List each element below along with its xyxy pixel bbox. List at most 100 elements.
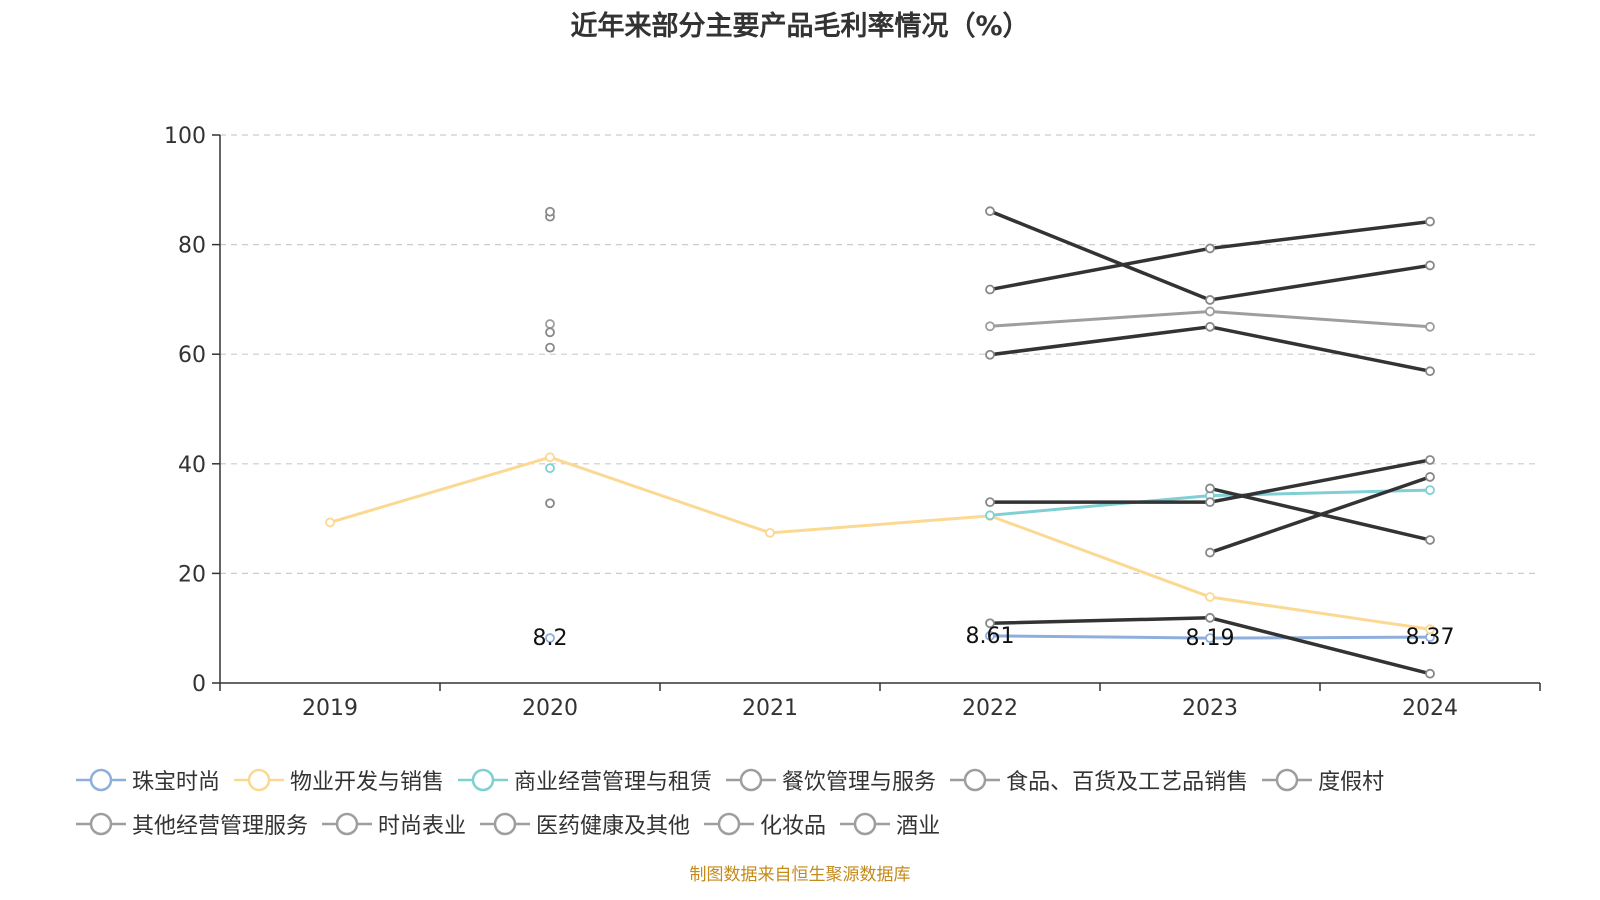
series-line [989, 219, 1431, 292]
data-point [1425, 668, 1435, 679]
data-point [1425, 485, 1435, 496]
data-point [545, 342, 555, 353]
data-label: 8.2 [533, 626, 568, 651]
data-point [1425, 455, 1435, 465]
legend-line-circle-icon [726, 768, 777, 792]
legend-item[interactable]: 餐饮管理与服务 [726, 764, 936, 796]
data-point [985, 206, 995, 217]
data-point [1205, 612, 1215, 623]
y-tick-label: 0 [192, 672, 206, 697]
legend-line-circle-icon [950, 768, 1001, 792]
data-point [1205, 243, 1215, 254]
grid-lines [220, 134, 1540, 575]
legend-label: 其他经营管理服务 [132, 814, 309, 839]
legend-item[interactable]: 商业经营管理与租赁 [458, 764, 712, 796]
legend-item[interactable]: 物业开发与销售 [234, 764, 444, 796]
y-tick-label: 20 [178, 562, 206, 587]
data-point [985, 284, 995, 295]
y-tick-label: 80 [178, 234, 206, 259]
data-label: 8.37 [1406, 625, 1455, 650]
data-point [545, 463, 555, 474]
series-lines [329, 209, 1431, 676]
data-point [1205, 497, 1215, 508]
legend-label: 酒业 [896, 814, 941, 839]
y-tick-label: 40 [178, 453, 206, 478]
data-label: 8.19 [1186, 626, 1235, 651]
legend-label: 餐饮管理与服务 [782, 770, 937, 795]
legend-item[interactable]: 化妆品 [704, 808, 826, 840]
data-point [985, 321, 995, 332]
legend-line-circle-icon [1262, 768, 1313, 792]
legend-item[interactable]: 其他经营管理服务 [76, 808, 308, 840]
legend-label: 商业经营管理与租赁 [514, 770, 713, 795]
legend-label: 食品、百货及工艺品销售 [1006, 770, 1249, 795]
series-line [989, 325, 1431, 373]
legend-line-circle-icon [458, 768, 509, 792]
legend-line-circle-icon [234, 768, 285, 792]
data-point [1205, 306, 1215, 317]
data-point [545, 498, 555, 509]
data-point [1205, 592, 1215, 602]
data-point [1205, 295, 1215, 305]
data-point [1425, 624, 1435, 635]
legend-line-circle-icon [704, 812, 755, 836]
data-label: 8.61 [966, 624, 1015, 649]
legend-item[interactable]: 食品、百货及工艺品销售 [950, 764, 1248, 796]
data-point [985, 349, 995, 360]
source-note: 制图数据来自恒生聚源数据库 [689, 865, 911, 885]
legend-line-circle-icon [840, 812, 891, 836]
data-point [985, 618, 995, 629]
data-point [1425, 216, 1435, 227]
data-point [765, 527, 775, 538]
data-point [325, 517, 335, 528]
data-point [1205, 633, 1215, 644]
y-tick-label: 100 [164, 124, 206, 149]
data-point [545, 452, 555, 463]
x-tick-label: 2023 [1182, 696, 1238, 721]
data-point [1205, 547, 1215, 558]
chart-title: 近年来部分主要产品毛利率情况（%） [570, 11, 1030, 42]
legend-label: 度假村 [1318, 770, 1385, 795]
data-point [1205, 483, 1215, 494]
legend-line-circle-icon [76, 812, 126, 836]
data-point [545, 327, 555, 338]
legend-item[interactable]: 酒业 [840, 808, 940, 840]
x-tick-label: 2022 [962, 696, 1018, 721]
legend-item[interactable]: 度假村 [1262, 764, 1384, 796]
data-points [325, 206, 1435, 679]
legend-label: 珠宝时尚 [132, 770, 221, 795]
x-tick-label: 2019 [302, 696, 358, 721]
data-point [985, 497, 995, 508]
legend-label: 医药健康及其他 [536, 814, 691, 839]
data-point [545, 206, 555, 217]
legend: 珠宝时尚 物业开发与销售 商业经营管理与租赁 餐饮管理与服务 食品、百货及工艺品销售 度假… [76, 758, 1556, 846]
x-tick-label: 2020 [522, 696, 578, 721]
series-line [1209, 475, 1431, 555]
legend-label: 时尚表业 [378, 814, 467, 839]
legend-row: 珠宝时尚 物业开发与销售 商业经营管理与租赁 餐饮管理与服务 食品、百货及工艺品销售 度假… [76, 758, 1556, 802]
data-point [1425, 366, 1435, 377]
y-tick-label: 60 [178, 343, 206, 368]
legend-item[interactable]: 时尚表业 [322, 808, 466, 840]
data-labels: 8.2 8.61 8.19 8.37 [533, 624, 1455, 651]
x-tick-label: 2024 [1402, 696, 1458, 721]
legend-line-circle-icon [480, 812, 531, 836]
data-point [545, 319, 555, 329]
data-point [1425, 535, 1435, 545]
series-line [989, 209, 1431, 302]
data-point [1425, 260, 1435, 271]
legend-label: 化妆品 [760, 814, 827, 839]
x-tick-label: 2021 [742, 696, 798, 721]
legend-line-circle-icon [76, 768, 126, 792]
legend-item[interactable]: 医药健康及其他 [480, 808, 690, 840]
legend-label: 物业开发与销售 [290, 770, 445, 795]
data-point [1205, 321, 1215, 332]
legend-line-circle-icon [322, 812, 373, 836]
axes: 0 20 40 60 80 100 2019 2020 2021 2022 2023 2024 [164, 124, 1541, 721]
legend-item[interactable]: 珠宝时尚 [76, 764, 220, 796]
legend-row: 其他经营管理服务 时尚表业 医药健康及其他 化妆品 酒业 [76, 802, 1556, 846]
data-point [1425, 472, 1435, 482]
series-line [329, 455, 1431, 631]
data-point [545, 633, 555, 643]
